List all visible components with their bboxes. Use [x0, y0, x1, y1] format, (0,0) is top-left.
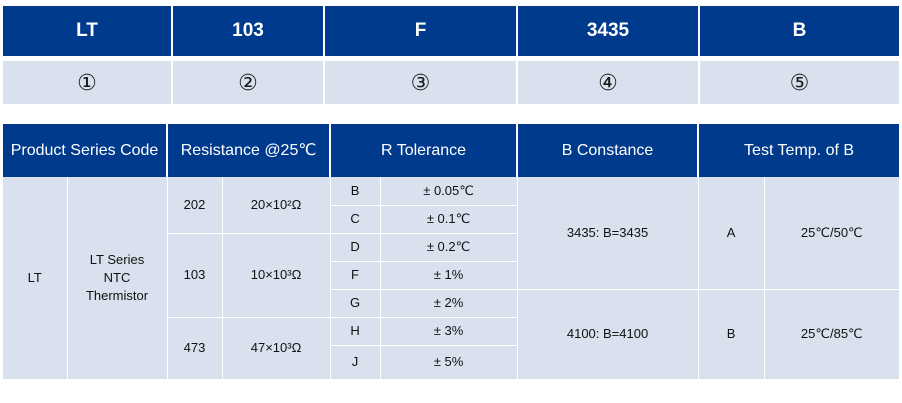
b-constance-value: 3435: B=3435 — [517, 177, 699, 290]
tolerance-value: ± 2% — [380, 289, 518, 318]
series-desc-line: NTC — [103, 269, 131, 285]
tolerance-value: ± 1% — [380, 261, 518, 290]
series-desc-line: Thermistor — [85, 287, 149, 303]
test-temp-value: 25℃/50℃ — [764, 177, 900, 290]
code-numbers-row: ① ② ③ ④ ⑤ — [3, 61, 899, 104]
tolerance-code: H — [330, 317, 381, 346]
series-desc-line: LT Series — [89, 251, 145, 267]
header-b-constance: B Constance — [517, 124, 700, 177]
series-code: LT — [3, 177, 68, 380]
table-row: 103 10×10³Ω D ± 0.2℃ — [3, 233, 899, 318]
header-r-tolerance: R Tolerance — [330, 124, 519, 177]
tolerance-value: ± 3% — [380, 317, 518, 346]
resistance-code: 103 — [167, 233, 223, 318]
tolerance-code: B — [330, 177, 381, 206]
code-number-4: ④ — [517, 61, 700, 104]
code-part-series: LT — [3, 6, 173, 56]
table-row: G ± 2% 4100: B=4100 B 25℃/85℃ — [3, 289, 900, 380]
spec-table: Product Series Code Resistance @25℃ R To… — [3, 124, 900, 380]
table-row: F ± 1% — [3, 261, 899, 290]
header-product-series-code: Product Series Code — [3, 124, 169, 177]
table-row: C ± 0.1℃ — [3, 205, 899, 234]
code-number-5: ⑤ — [699, 61, 899, 104]
tolerance-code: D — [330, 233, 381, 262]
tolerance-code: C — [330, 205, 381, 234]
code-parts-row: LT 103 F 3435 B — [3, 6, 899, 56]
header-resistance: Resistance @25℃ — [167, 124, 332, 177]
code-number-2: ② — [172, 61, 325, 104]
resistance-code: 473 — [167, 317, 223, 380]
header-test-temp: Test Temp. of B — [698, 124, 900, 177]
tolerance-value: ± 0.05℃ — [380, 177, 518, 206]
tolerance-code: J — [330, 345, 381, 380]
test-temp-code: A — [698, 177, 765, 290]
tolerance-value: ± 5% — [380, 345, 518, 380]
table-row: 473 47×10³Ω H ± 3% — [3, 317, 899, 380]
table-row: LT LT Series NTC Thermistor 202 20×10²Ω … — [3, 177, 900, 380]
resistance-code: 202 — [167, 177, 223, 234]
code-part-tolerance: F — [324, 6, 518, 56]
b-constance-value: 4100: B=4100 — [517, 289, 699, 380]
test-temp-code: B — [698, 289, 765, 380]
series-description: LT Series NTC Thermistor — [67, 177, 168, 380]
code-part-resistance: 103 — [172, 6, 325, 56]
resistance-value: 20×10²Ω — [222, 177, 331, 234]
tolerance-value: ± 0.1℃ — [380, 205, 518, 234]
resistance-value: 47×10³Ω — [222, 317, 331, 380]
tolerance-code: G — [330, 289, 381, 318]
code-number-3: ③ — [324, 61, 518, 104]
code-part-bconstant: 3435 — [517, 6, 700, 56]
part-number-code-strip: LT 103 F 3435 B ① ② ③ ④ ⑤ — [3, 6, 899, 104]
code-part-testtemp: B — [699, 6, 899, 56]
spec-header-row: Product Series Code Resistance @25℃ R To… — [3, 124, 900, 177]
tolerance-value: ± 0.2℃ — [380, 233, 518, 262]
resistance-value: 10×10³Ω — [222, 233, 331, 318]
code-number-1: ① — [3, 61, 173, 104]
table-row: J ± 5% — [3, 345, 899, 380]
test-temp-value: 25℃/85℃ — [764, 289, 900, 380]
tolerance-code: F — [330, 261, 381, 290]
